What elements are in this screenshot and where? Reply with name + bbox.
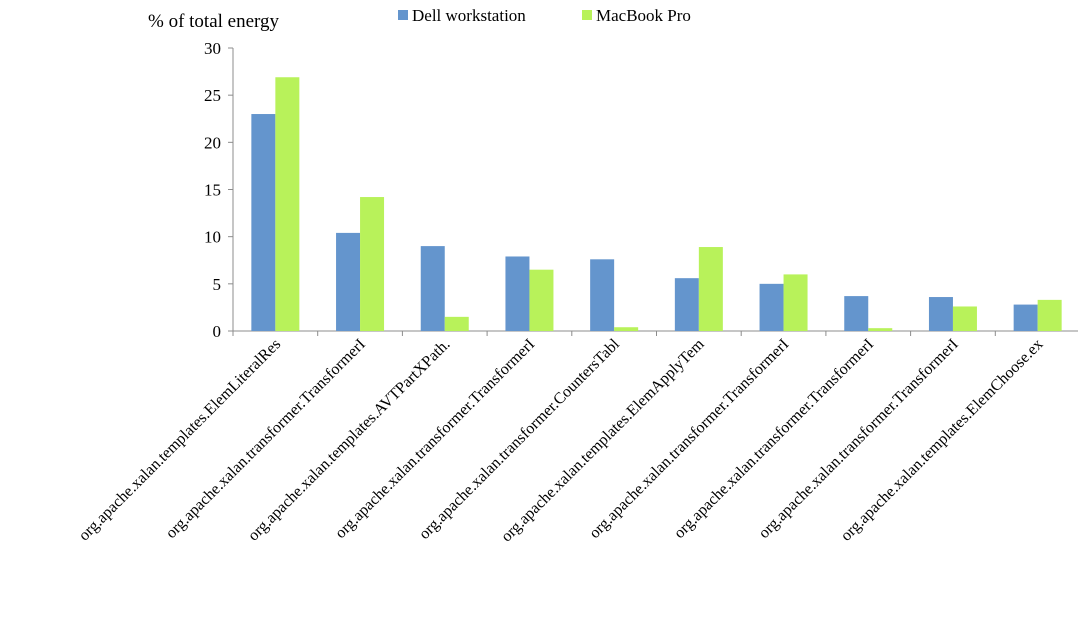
bar-dell-workstation-2	[336, 232, 361, 331]
bar-macbook-pro-4	[529, 269, 554, 331]
bar-macbook-pro-7	[783, 274, 808, 331]
legend-label: MacBook Pro	[596, 6, 691, 25]
legend-swatch	[582, 10, 592, 20]
bar-dell-workstation-8	[844, 296, 869, 331]
bar-dell-workstation-9	[928, 297, 953, 331]
bar-dell-workstation-5	[590, 259, 615, 331]
bar-macbook-pro-9	[952, 306, 977, 331]
y-tick-label: 10	[204, 228, 221, 247]
category-labels: org.apache.xalan.templates.ElemLiteralRe…	[76, 335, 1047, 545]
y-tick-label: 0	[213, 322, 222, 341]
bar-dell-workstation-1	[251, 114, 276, 332]
legend-label: Dell workstation	[412, 6, 526, 25]
y-tick-label: 15	[204, 181, 221, 200]
bar-macbook-pro-1	[275, 77, 300, 331]
y-tick-label: 20	[204, 133, 221, 152]
y-tick-label: 25	[204, 86, 221, 105]
bar-dell-workstation-7	[759, 283, 784, 331]
bar-dell-workstation-10	[1013, 304, 1038, 331]
y-axis-label: % of total energy	[148, 11, 280, 32]
bar-dell-workstation-4	[505, 256, 530, 331]
bar-macbook-pro-5	[614, 327, 639, 331]
legend: Dell workstation MacBook Pro	[398, 6, 691, 25]
bar-dell-workstation-3	[420, 246, 445, 331]
bar-macbook-pro-6	[698, 247, 723, 331]
x-axis	[232, 330, 1078, 336]
bar-macbook-pro-8	[868, 328, 893, 331]
bar-macbook-pro-3	[444, 316, 469, 331]
bar-macbook-pro-10	[1037, 299, 1062, 331]
y-tick-label: 30	[204, 39, 221, 58]
y-tick-label: 5	[213, 275, 222, 294]
bar-macbook-pro-2	[360, 197, 385, 331]
legend-swatch	[398, 10, 408, 20]
bars	[251, 77, 1062, 332]
bar-dell-workstation-6	[674, 278, 699, 331]
y-axis: 0 5 10 15 20 25 30	[204, 39, 234, 341]
